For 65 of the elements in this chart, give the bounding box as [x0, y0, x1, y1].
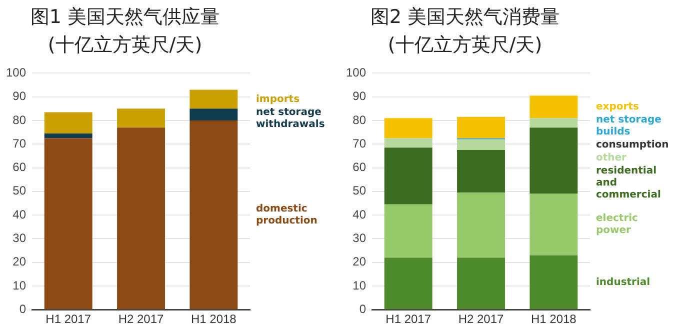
bar: [384, 258, 432, 310]
series-label: industrial: [596, 277, 650, 288]
y-tick-label: 90: [352, 89, 366, 104]
y-tick-label: 10: [12, 278, 26, 292]
y-tick-label: 70: [12, 136, 26, 150]
text: net storage builds: [596, 114, 662, 138]
y-tick-label: 50: [12, 184, 26, 198]
bar: [384, 204, 432, 258]
bar: [384, 118, 432, 138]
bar: [117, 108, 165, 128]
bar: [457, 258, 505, 310]
y-tick-label: 60: [352, 160, 366, 174]
x-tick-label: H1 2017: [46, 312, 92, 326]
series-label: net storage withdrawals: [256, 106, 325, 130]
y-tick-label: 0: [359, 302, 366, 316]
y-tick-label: 20: [12, 254, 26, 269]
bar: [457, 139, 505, 150]
bar: [384, 138, 432, 148]
bar: [457, 150, 505, 193]
bar: [44, 133, 92, 138]
bar: [44, 112, 92, 134]
x-tick-label: H1 2018: [190, 312, 237, 326]
bar: [384, 148, 432, 204]
y-tick-label: 80: [352, 112, 366, 127]
bar: [530, 96, 578, 118]
y-tick-label: 80: [12, 112, 26, 127]
chart-subtitle: (十亿立方英尺/天): [46, 33, 204, 58]
y-tick-label: 0: [19, 302, 26, 316]
y-tick-label: 60: [12, 160, 26, 174]
bar: [530, 194, 578, 256]
y-tick-label: 30: [352, 230, 366, 245]
x-tick-label: H2 2017: [118, 312, 164, 326]
bar: [190, 108, 238, 120]
text: consumption: [596, 139, 669, 150]
y-tick-label: 70: [352, 136, 366, 150]
chart-title: 图1 美国天然气供应量: [29, 5, 221, 30]
bar: [530, 255, 578, 310]
bar: [530, 118, 578, 128]
x-tick-label: H1 2017: [386, 312, 432, 326]
y-tick-label: 100: [6, 66, 26, 80]
bar: [190, 120, 238, 310]
series-label: domestic production: [256, 204, 318, 227]
chart-subtitle: (十亿立方英尺/天): [386, 33, 544, 58]
y-tick-label: 100: [346, 66, 366, 80]
bar: [530, 128, 578, 194]
series-label: electric power: [596, 213, 638, 236]
bar: [457, 192, 505, 258]
y-tick-label: 10: [352, 278, 366, 292]
bar: [117, 128, 165, 310]
text: other: [596, 152, 627, 164]
y-tick-label: 20: [352, 254, 366, 269]
x-tick-label: H1 2018: [530, 312, 577, 326]
x-tick-label: H2 2017: [458, 312, 504, 326]
series-label: imports: [256, 94, 300, 105]
y-tick-label: 40: [352, 207, 366, 222]
series-label: residential and commercial: [596, 165, 661, 200]
bar: [44, 138, 92, 310]
series-label: exports: [596, 101, 639, 112]
bar: [457, 116, 505, 138]
y-tick-label: 50: [352, 184, 366, 198]
chart-title: 图2 美国天然气消费量: [369, 5, 561, 30]
y-tick-label: 30: [12, 230, 26, 245]
bar: [190, 90, 238, 109]
y-tick-label: 90: [12, 89, 26, 104]
y-tick-label: 40: [12, 207, 26, 222]
